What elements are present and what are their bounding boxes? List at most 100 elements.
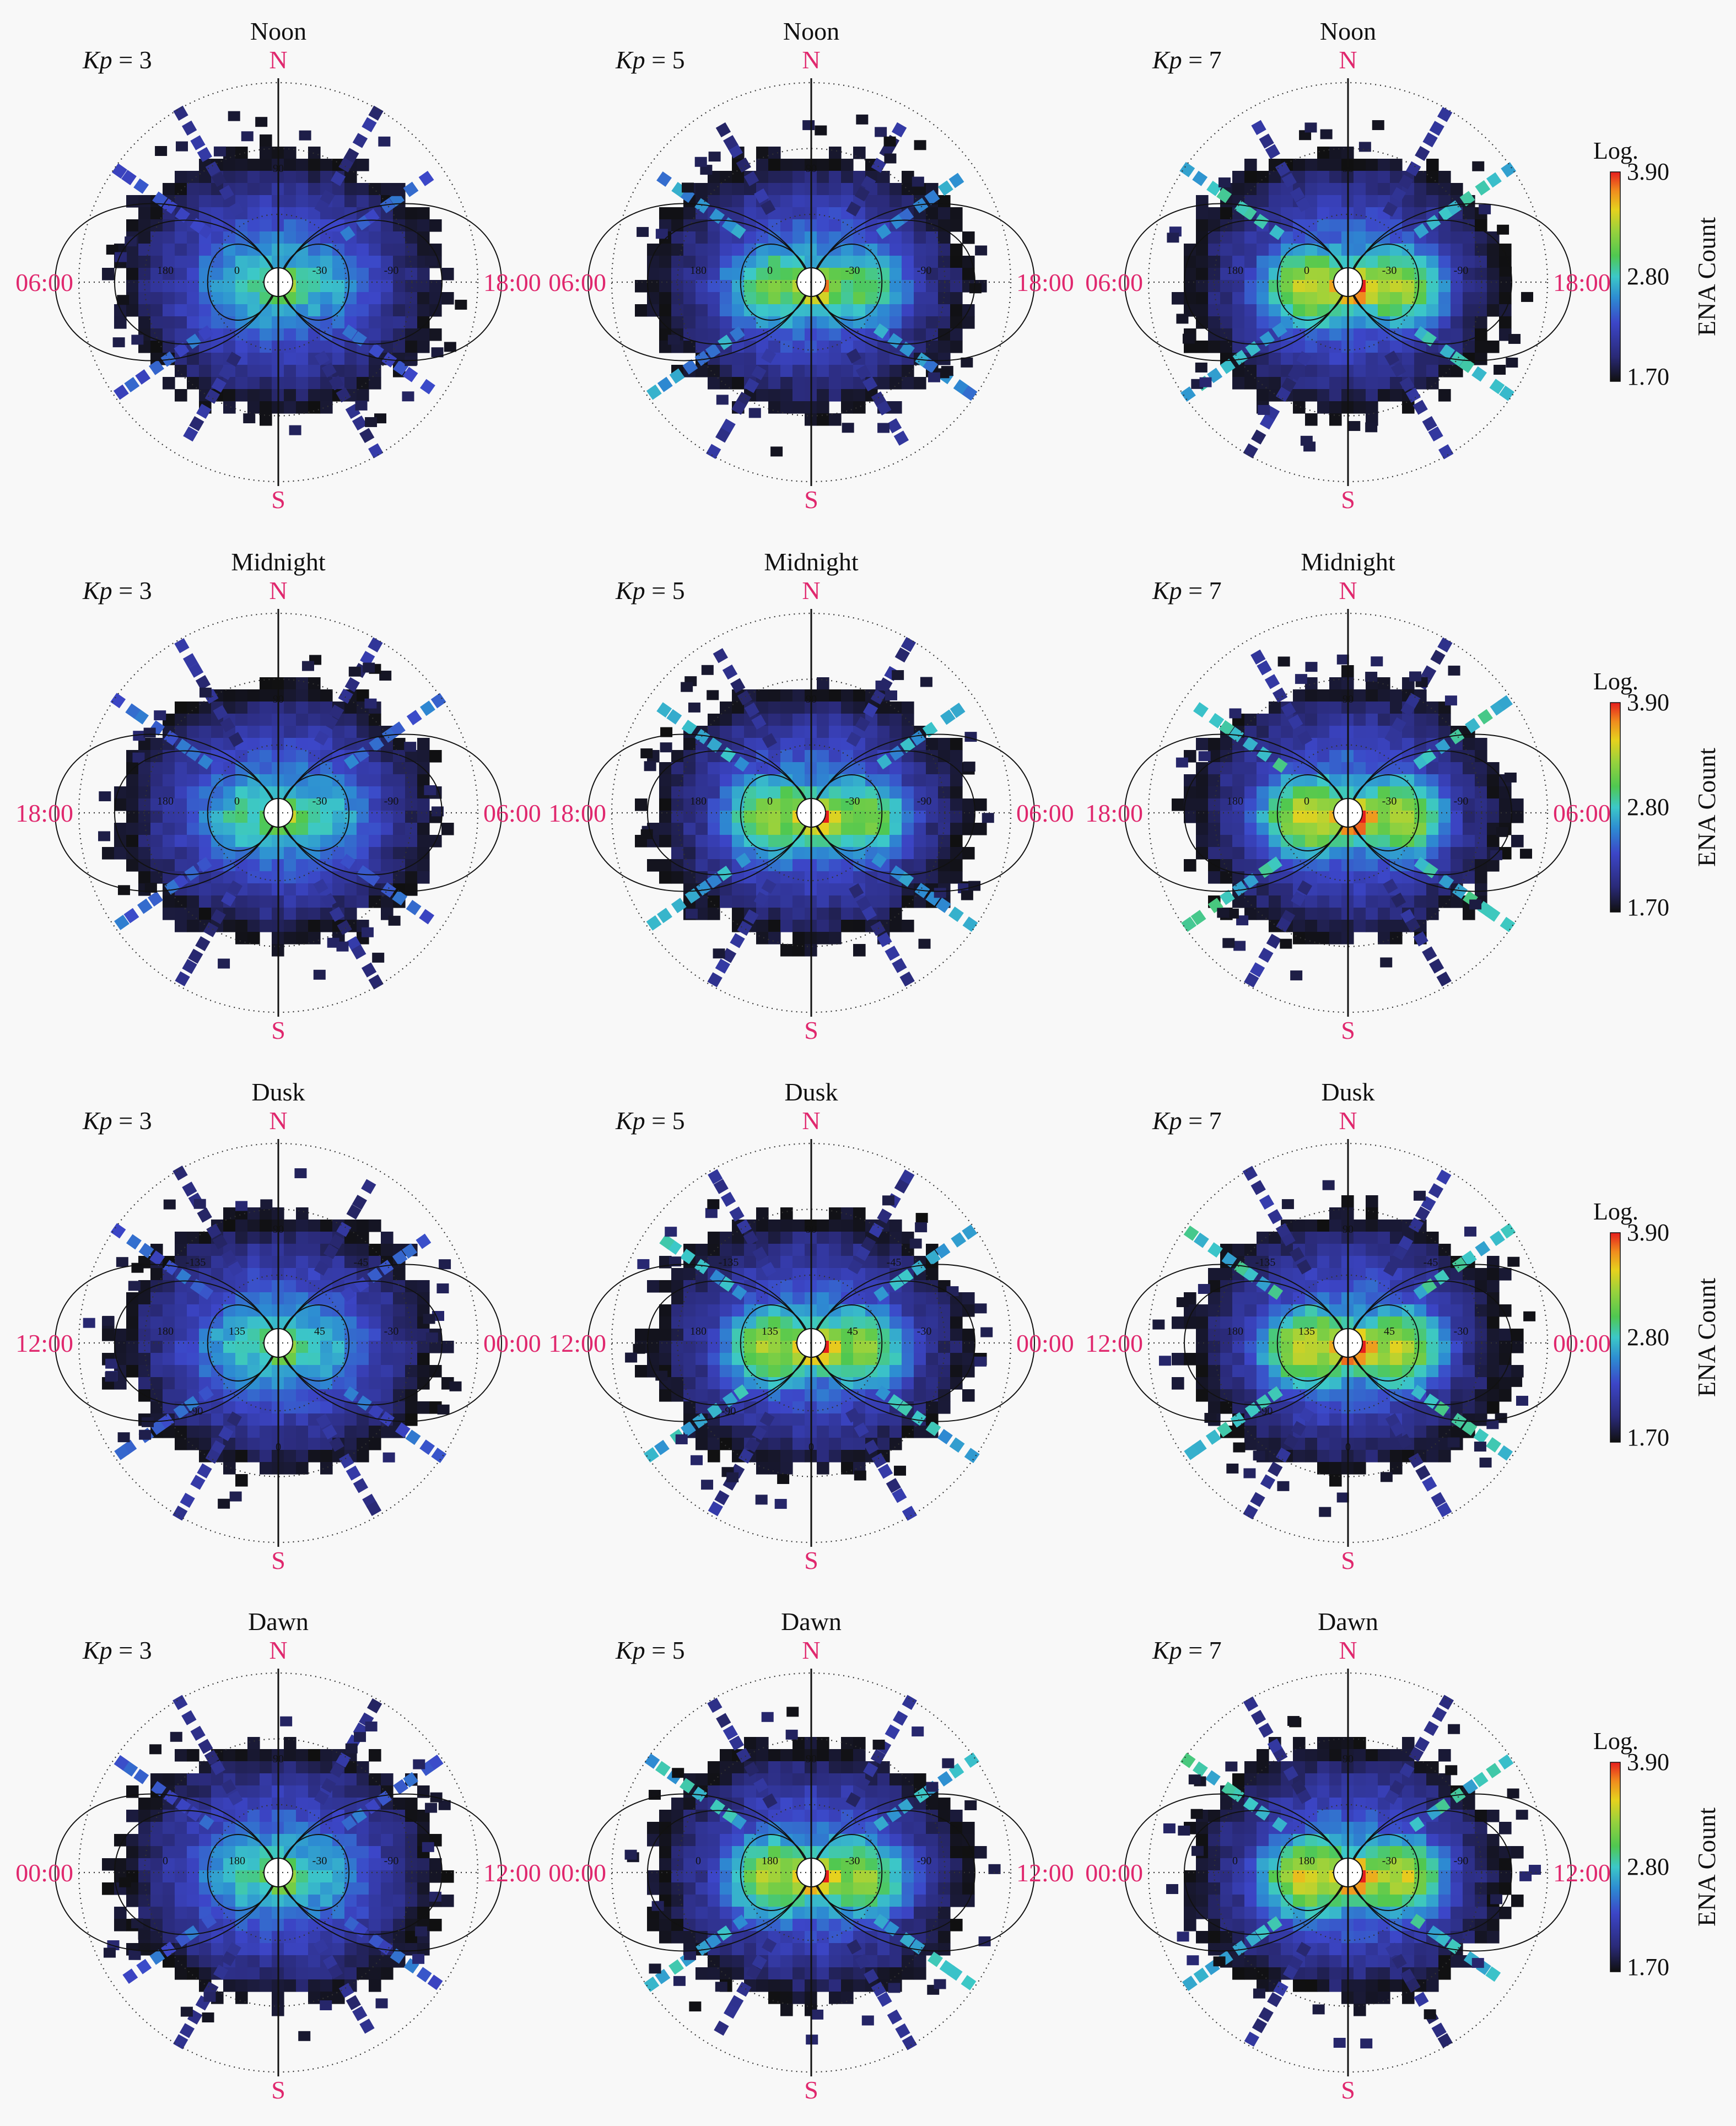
ena-cell xyxy=(768,1365,781,1378)
ena-cell xyxy=(950,1304,963,1317)
ena-cell xyxy=(1184,280,1196,293)
ena-cell xyxy=(1426,316,1439,329)
ena-cell xyxy=(756,762,769,775)
ena-cell xyxy=(1329,762,1342,775)
ena-cell xyxy=(187,280,200,293)
outer-cell xyxy=(378,136,391,147)
ena-cell xyxy=(1463,256,1475,268)
ena-cell xyxy=(1511,798,1524,811)
ena-cell xyxy=(332,798,345,811)
ray-cell xyxy=(1422,132,1438,148)
ena-cell xyxy=(235,920,248,932)
ena-cell xyxy=(1257,244,1269,256)
ena-cell xyxy=(829,859,842,872)
ena-cell xyxy=(865,1329,878,1341)
panel-title: Noon xyxy=(250,17,306,45)
ray-cell xyxy=(380,198,396,214)
ena-cell xyxy=(902,256,914,268)
outer-cell xyxy=(143,727,156,738)
ena-cell xyxy=(308,1244,321,1256)
ena-cell xyxy=(768,1341,781,1353)
ena-cell xyxy=(1378,171,1390,184)
outer-cell xyxy=(1448,665,1460,676)
ena-cell xyxy=(417,1353,430,1366)
ena-cell xyxy=(260,1450,272,1463)
ena-cell xyxy=(1305,871,1318,884)
ena-cell xyxy=(175,811,187,823)
ena-cell xyxy=(938,316,951,329)
ena-cell xyxy=(223,304,236,317)
ena-cell xyxy=(163,908,175,920)
ena-cell xyxy=(260,365,272,377)
ena-cell xyxy=(1354,859,1366,872)
ena-cell xyxy=(1475,244,1487,256)
ena-cell xyxy=(696,1426,708,1438)
ena-cell xyxy=(260,883,272,896)
ena-cell xyxy=(1257,726,1269,738)
ray-cell xyxy=(1422,946,1437,962)
ena-cell xyxy=(1257,389,1269,402)
ray-cell xyxy=(419,909,435,925)
ena-cell xyxy=(853,377,866,390)
ena-cell xyxy=(889,1244,902,1256)
ena-cell xyxy=(1220,1353,1233,1366)
ena-cell xyxy=(853,835,866,848)
ena-cell xyxy=(902,1365,914,1378)
ena-cell xyxy=(877,726,890,738)
ena-cell xyxy=(150,1341,163,1353)
ena-cell xyxy=(914,1304,926,1317)
ena-cell xyxy=(260,401,272,414)
ena-cell xyxy=(150,1304,163,1317)
ena-cell xyxy=(284,702,296,714)
ena-cell xyxy=(1208,1316,1221,1329)
ena-cell xyxy=(357,1426,369,1438)
ena-cell xyxy=(260,147,272,159)
ray-cell xyxy=(175,207,191,223)
ena-cell xyxy=(344,256,357,268)
ena-cell xyxy=(1402,847,1415,860)
ena-cell xyxy=(260,1377,272,1390)
pole-south-label: S xyxy=(271,1016,285,1044)
ring-label: 180 xyxy=(157,795,174,807)
ena-cell xyxy=(1220,823,1233,835)
outer-cell xyxy=(425,256,438,266)
ena-cell xyxy=(284,1256,296,1269)
ena-cell xyxy=(199,774,212,787)
ena-cell xyxy=(357,316,369,329)
ena-cell xyxy=(1414,195,1427,208)
ena-cell xyxy=(1269,774,1281,787)
ena-cell xyxy=(1402,207,1415,220)
ena-cell xyxy=(938,280,951,293)
ena-cell xyxy=(902,702,914,714)
ray-cell xyxy=(949,1437,965,1453)
ena-cell xyxy=(1257,304,1269,317)
ena-cell xyxy=(1438,231,1451,244)
ena-cell xyxy=(1257,847,1269,860)
ena-cell xyxy=(187,1329,200,1341)
ring-label: 0 xyxy=(234,265,240,277)
ena-cell xyxy=(211,256,224,268)
ena-cell xyxy=(683,244,696,256)
ena-cell xyxy=(1220,256,1233,268)
ena-cell xyxy=(163,1304,175,1317)
ena-cell xyxy=(768,171,781,184)
ena-cell xyxy=(296,1329,309,1341)
ena-cell xyxy=(1305,835,1318,848)
ena-cell xyxy=(284,1280,296,1293)
ena-cell xyxy=(1305,280,1318,293)
ena-cell xyxy=(829,883,842,896)
ena-cell xyxy=(1317,932,1330,945)
ena-cell xyxy=(817,316,829,329)
ena-cell xyxy=(1208,1377,1221,1390)
ena-cell xyxy=(1426,1232,1439,1244)
ena-cell xyxy=(247,738,260,751)
ena-cell xyxy=(138,762,151,775)
ena-cell xyxy=(950,219,963,232)
ena-cell xyxy=(344,244,357,256)
outer-cell xyxy=(934,888,946,898)
ena-cell xyxy=(756,292,769,305)
ena-cell xyxy=(199,377,212,390)
ena-cell xyxy=(792,1292,805,1305)
ena-cell xyxy=(223,231,236,244)
ena-cell xyxy=(1354,377,1366,390)
